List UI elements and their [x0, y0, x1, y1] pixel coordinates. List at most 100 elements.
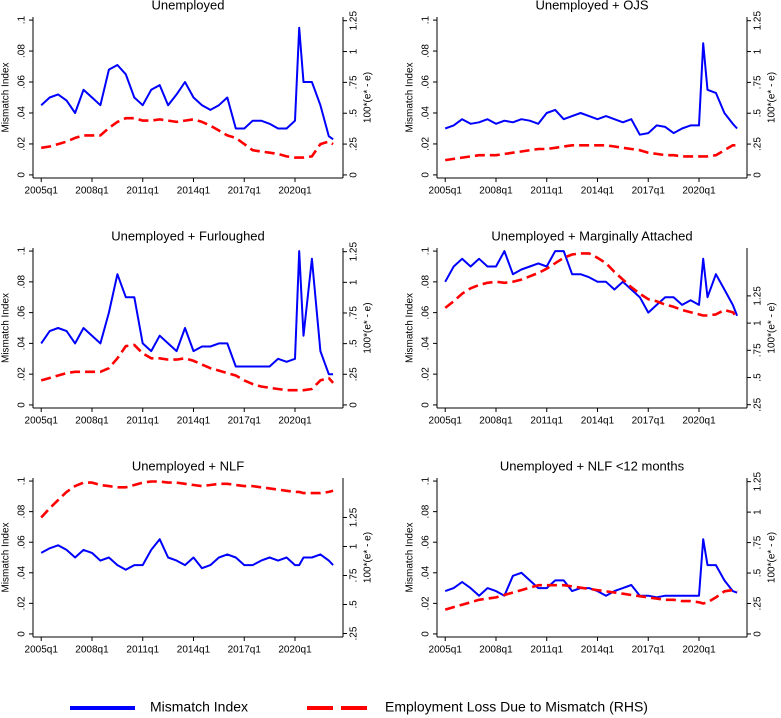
- y-tick-label: .08: [17, 274, 28, 288]
- y2-tick-label: 1: [753, 509, 764, 515]
- y2-tick-label: .5: [753, 373, 764, 382]
- panel-title: Unemployed + Furloughed: [111, 228, 265, 243]
- y2-tick-label: 1: [349, 279, 360, 285]
- x-tick-label: 2017q1: [228, 186, 262, 197]
- y2-tick-label: 0: [349, 402, 360, 408]
- panel-title: Unemployed + NLF: [132, 458, 244, 473]
- y-tick-label: .06: [17, 75, 28, 89]
- y2-tick-label: 1: [349, 543, 360, 549]
- y2-tick-label: 1.25: [753, 286, 764, 306]
- y-tick-label: .1: [421, 476, 432, 485]
- y2-axis-label: 100*(e* - e): [363, 302, 374, 353]
- y2-axis-label: 100*(e* - e): [767, 302, 778, 353]
- y2-tick-label: .75: [349, 75, 360, 89]
- y2-tick-label: 1.25: [349, 242, 360, 262]
- x-tick-label: 2014q1: [177, 186, 211, 197]
- y-tick-label: 0: [421, 172, 432, 178]
- mismatch-line: [444, 250, 739, 317]
- x-tick-label: 2011q1: [126, 416, 159, 427]
- y2-tick-label: .25: [349, 367, 360, 381]
- x-tick-label: 2008q1: [479, 416, 513, 427]
- y-axis-label: Mismatch Index: [405, 62, 416, 132]
- x-tick-label: 2005q1: [25, 186, 59, 197]
- mismatch-line: [444, 42, 738, 136]
- y2-tick-label: .75: [349, 568, 360, 582]
- y2-axis-label: 100*(e* - e): [363, 72, 374, 123]
- y2-tick-label: 1.25: [753, 11, 764, 31]
- legend-label: Employment Loss Due to Mismatch (RHS): [385, 699, 648, 715]
- y-tick-label: .02: [17, 137, 28, 151]
- x-tick-label: 2020q1: [278, 186, 312, 197]
- x-tick-label: 2017q1: [632, 186, 666, 197]
- x-tick-label: 2011q1: [530, 416, 563, 427]
- y2-tick-label: 0: [349, 172, 360, 178]
- x-tick-label: 2020q1: [682, 186, 716, 197]
- x-tick-label: 2005q1: [25, 645, 59, 656]
- x-tick-label: 2014q1: [177, 645, 211, 656]
- y2-tick-label: 1.25: [349, 507, 360, 527]
- y2-tick-label: .25: [753, 596, 764, 610]
- x-tick-label: 2008q1: [75, 186, 109, 197]
- x-tick-label: 2014q1: [581, 416, 615, 427]
- y-axis-label: Mismatch Index: [1, 522, 12, 592]
- legend: Mismatch Index Employment Loss Due to Mi…: [70, 699, 648, 715]
- y2-tick-label: 0: [753, 172, 764, 178]
- y-tick-label: .08: [421, 44, 432, 58]
- y-tick-label: .04: [421, 106, 432, 120]
- x-tick-label: 2011q1: [126, 645, 159, 656]
- y2-tick-label: .5: [349, 600, 360, 609]
- y-tick-label: 0: [421, 402, 432, 408]
- panel-title: Unemployed + NLF <12 months: [500, 458, 685, 473]
- y2-tick-label: .5: [753, 568, 764, 577]
- y-tick-label: .06: [17, 535, 28, 549]
- x-tick-label: 2008q1: [75, 645, 109, 656]
- y-tick-label: .1: [17, 476, 28, 485]
- x-tick-label: 2014q1: [177, 416, 211, 427]
- y-tick-label: 0: [421, 631, 432, 637]
- x-tick-label: 2017q1: [228, 416, 262, 427]
- y2-tick-label: .25: [349, 626, 360, 640]
- y-tick-label: .06: [17, 305, 28, 319]
- y2-tick-label: .5: [753, 109, 764, 118]
- x-tick-label: 2008q1: [479, 186, 513, 197]
- x-tick-label: 2005q1: [25, 416, 59, 427]
- y2-tick-label: .25: [753, 137, 764, 151]
- y-tick-label: .02: [421, 367, 432, 381]
- y2-tick-label: 1: [349, 48, 360, 54]
- legend-label: Mismatch Index: [150, 699, 248, 715]
- y2-tick-label: .25: [349, 137, 360, 151]
- mismatch-line: [40, 538, 334, 571]
- y-tick-label: .04: [421, 565, 432, 579]
- x-tick-label: 2005q1: [429, 416, 463, 427]
- x-tick-label: 2005q1: [429, 645, 463, 656]
- y-tick-label: .02: [17, 596, 28, 610]
- y-tick-label: 0: [17, 172, 28, 178]
- y-tick-label: .1: [17, 15, 28, 24]
- x-tick-label: 2011q1: [530, 186, 563, 197]
- rhs-line: [41, 116, 334, 159]
- y-tick-label: .1: [421, 246, 432, 255]
- rhs-line: [40, 480, 334, 519]
- x-tick-label: 2017q1: [632, 416, 666, 427]
- y2-axis-label: 100*(e* - e): [767, 72, 778, 123]
- panel-title: Unemployed + OJS: [535, 0, 648, 12]
- x-tick-label: 2008q1: [75, 416, 109, 427]
- rhs-line: [444, 252, 739, 319]
- y-tick-label: .06: [421, 75, 432, 89]
- y-tick-label: .02: [421, 137, 432, 151]
- y-tick-label: .04: [17, 565, 28, 579]
- x-tick-label: 2011q1: [126, 186, 159, 197]
- rhs-line: [444, 583, 738, 611]
- y-axis-label: Mismatch Index: [1, 62, 12, 132]
- y2-tick-label: .5: [349, 109, 360, 118]
- mismatch-line: [40, 250, 334, 376]
- y-tick-label: .08: [17, 44, 28, 58]
- y-tick-label: .02: [421, 596, 432, 610]
- y-tick-label: .04: [421, 336, 432, 350]
- panel-title: Unemployed + Marginally Attached: [491, 228, 692, 243]
- y2-tick-label: .75: [753, 535, 764, 549]
- x-tick-label: 2017q1: [228, 645, 262, 656]
- y-tick-label: .08: [17, 504, 28, 518]
